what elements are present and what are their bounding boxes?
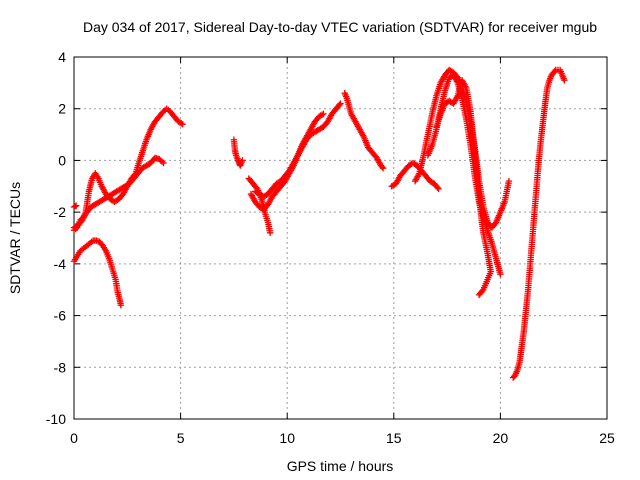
y-tick-label: -10: [46, 411, 66, 427]
series-trace-9: [341, 90, 387, 172]
y-tick-label: -8: [54, 359, 67, 375]
plot-area-border: [73, 56, 608, 420]
data-point-marker: [239, 157, 246, 164]
series-trace-12: [424, 71, 504, 278]
series-trace-8: [252, 100, 344, 200]
y-tick-label: -2: [54, 204, 67, 220]
data-point-marker: [378, 163, 386, 171]
x-tick-label: 15: [386, 430, 402, 446]
data-point-marker: [435, 185, 442, 193]
y-axis-title: SDTVAR / TECUs: [7, 182, 23, 294]
chart-title: Day 034 of 2017, Sidereal Day-to-day VTE…: [83, 19, 597, 35]
y-tick-label: 2: [58, 101, 66, 117]
data-point-marker: [434, 184, 441, 191]
data-point-marker: [505, 177, 513, 185]
data-point-marker: [336, 101, 343, 109]
data-point-marker: [561, 77, 568, 84]
data-point-marker: [476, 290, 484, 297]
data-point-marker: [497, 271, 504, 278]
grid-lines: [74, 57, 607, 419]
data-point-marker: [337, 100, 344, 107]
y-tick-label: 0: [58, 152, 66, 168]
x-tick-label: 25: [599, 430, 615, 446]
x-tick-label: 0: [70, 430, 78, 446]
data-point-marker: [318, 111, 326, 118]
series-trace-14: [509, 66, 568, 381]
data-point-marker: [160, 159, 167, 167]
data-point-marker: [551, 68, 558, 75]
y-tick-label: -6: [54, 308, 67, 324]
x-axis-title: GPS time / hours: [287, 458, 394, 474]
series-trace-13: [433, 77, 495, 299]
x-tick-label: 20: [493, 430, 509, 446]
series-trace-5: [230, 136, 246, 169]
x-tick-label: 10: [279, 430, 295, 446]
data-point-marker: [158, 158, 166, 165]
y-tick-label: 4: [58, 49, 66, 65]
y-axis-tick-labels: -10 -8 -6 -4 -2 0 2 4: [46, 49, 66, 427]
series-trace-3: [70, 237, 125, 309]
data-point-marker: [379, 164, 387, 172]
data-point-marker: [117, 302, 125, 309]
series-trace-4: [70, 202, 80, 211]
data-point-marker: [178, 120, 185, 127]
data-point-marker: [72, 202, 80, 209]
y-tick-label: -4: [54, 256, 67, 272]
series-trace-2: [70, 154, 167, 234]
x-tick-label: 5: [177, 430, 185, 446]
data-point-marker: [266, 229, 274, 237]
x-axis-tick-labels: 0 5 10 15 20 25: [70, 430, 615, 446]
data-point-marker: [475, 291, 483, 299]
data-series: [70, 66, 568, 381]
data-point-marker: [320, 110, 327, 118]
data-point-marker: [179, 121, 186, 128]
